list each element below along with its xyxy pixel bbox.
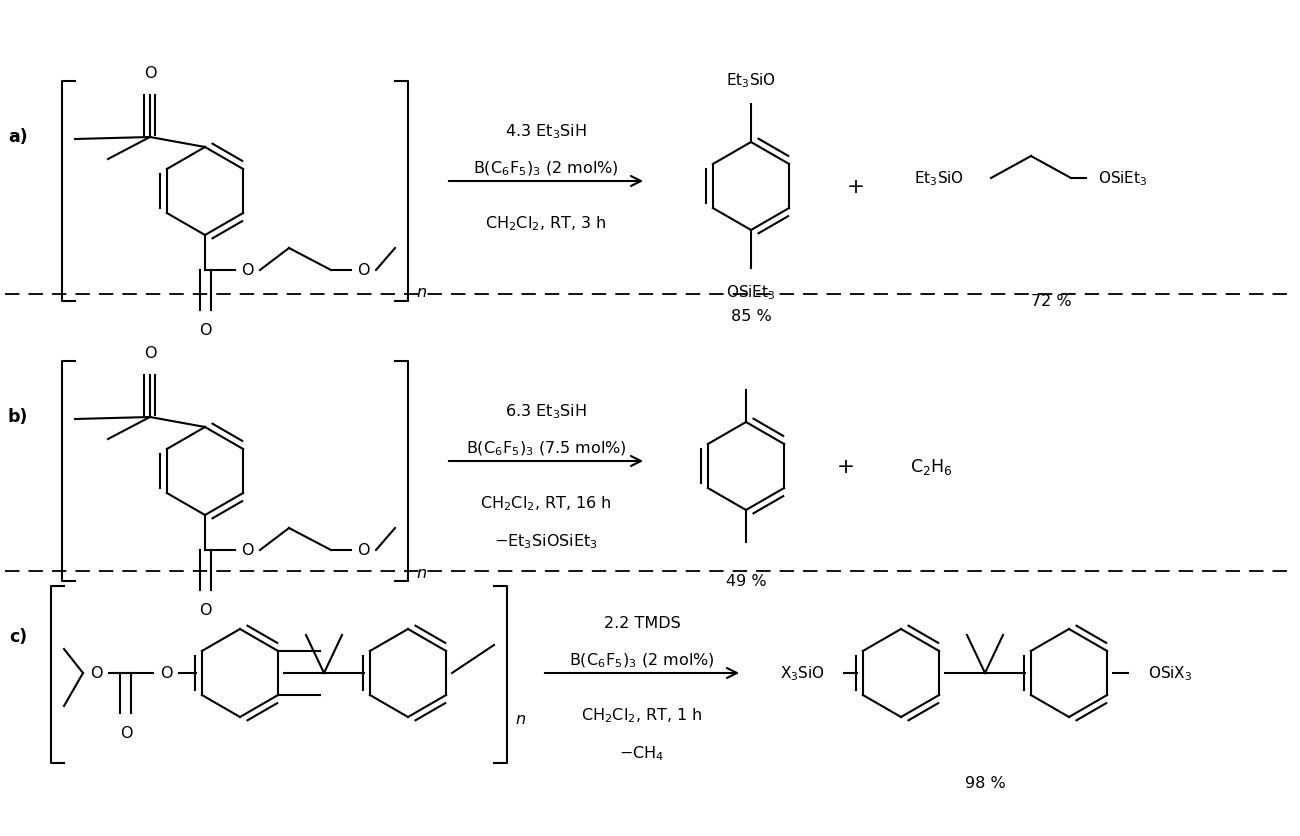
Text: O: O	[199, 603, 211, 618]
Text: O: O	[356, 263, 369, 278]
Text: CH$_2$Cl$_2$, RT, 16 h: CH$_2$Cl$_2$, RT, 16 h	[480, 494, 612, 512]
Text: $n$: $n$	[416, 565, 428, 580]
Text: CH$_2$Cl$_2$, RT, 3 h: CH$_2$Cl$_2$, RT, 3 h	[485, 214, 607, 233]
Text: 2.2 TMDS: 2.2 TMDS	[603, 616, 680, 630]
Text: 72 %: 72 %	[1031, 294, 1071, 309]
Text: c): c)	[9, 627, 27, 645]
Text: O: O	[144, 66, 156, 81]
Text: B(C$_6$F$_5$)$_3$ (7.5 mol%): B(C$_6$F$_5$)$_3$ (7.5 mol%)	[465, 439, 627, 457]
Text: $n$: $n$	[416, 285, 428, 300]
Text: a): a)	[8, 128, 27, 145]
Text: CH$_2$Cl$_2$, RT, 1 h: CH$_2$Cl$_2$, RT, 1 h	[581, 706, 703, 725]
Text: +: +	[848, 176, 864, 196]
Text: +: +	[837, 456, 855, 477]
Text: 49 %: 49 %	[725, 573, 766, 589]
Text: O: O	[120, 726, 133, 741]
Text: B(C$_6$F$_5$)$_3$ (2 mol%): B(C$_6$F$_5$)$_3$ (2 mol%)	[473, 160, 619, 178]
Text: O: O	[199, 323, 211, 338]
Text: O: O	[160, 665, 172, 681]
Text: B(C$_6$F$_5$)$_3$ (2 mol%): B(C$_6$F$_5$)$_3$ (2 mol%)	[569, 651, 715, 670]
Text: O: O	[356, 543, 369, 558]
Text: O: O	[90, 665, 103, 681]
Text: OSiX$_3$: OSiX$_3$	[1148, 664, 1192, 682]
Text: O: O	[240, 263, 254, 278]
Text: 85 %: 85 %	[731, 309, 771, 324]
Text: Et$_3$SiO: Et$_3$SiO	[725, 72, 776, 90]
Text: $n$: $n$	[515, 711, 527, 726]
Text: b): b)	[8, 407, 29, 426]
Text: −Et$_3$SiOSiEt$_3$: −Et$_3$SiOSiEt$_3$	[494, 532, 598, 551]
Text: −CH$_4$: −CH$_4$	[619, 744, 664, 762]
Text: 98 %: 98 %	[965, 776, 1005, 791]
Text: O: O	[144, 346, 156, 361]
Text: 4.3 Et$_3$SiH: 4.3 Et$_3$SiH	[506, 123, 586, 141]
Text: 6.3 Et$_3$SiH: 6.3 Et$_3$SiH	[506, 402, 586, 421]
Text: Et$_3$SiO: Et$_3$SiO	[914, 170, 965, 188]
Text: OSiEt$_3$: OSiEt$_3$	[1098, 170, 1148, 188]
Text: X$_3$SiO: X$_3$SiO	[780, 664, 824, 682]
Text: OSiEt$_3$: OSiEt$_3$	[727, 283, 776, 302]
Text: O: O	[240, 543, 254, 558]
Text: C$_2$H$_6$: C$_2$H$_6$	[910, 456, 953, 477]
